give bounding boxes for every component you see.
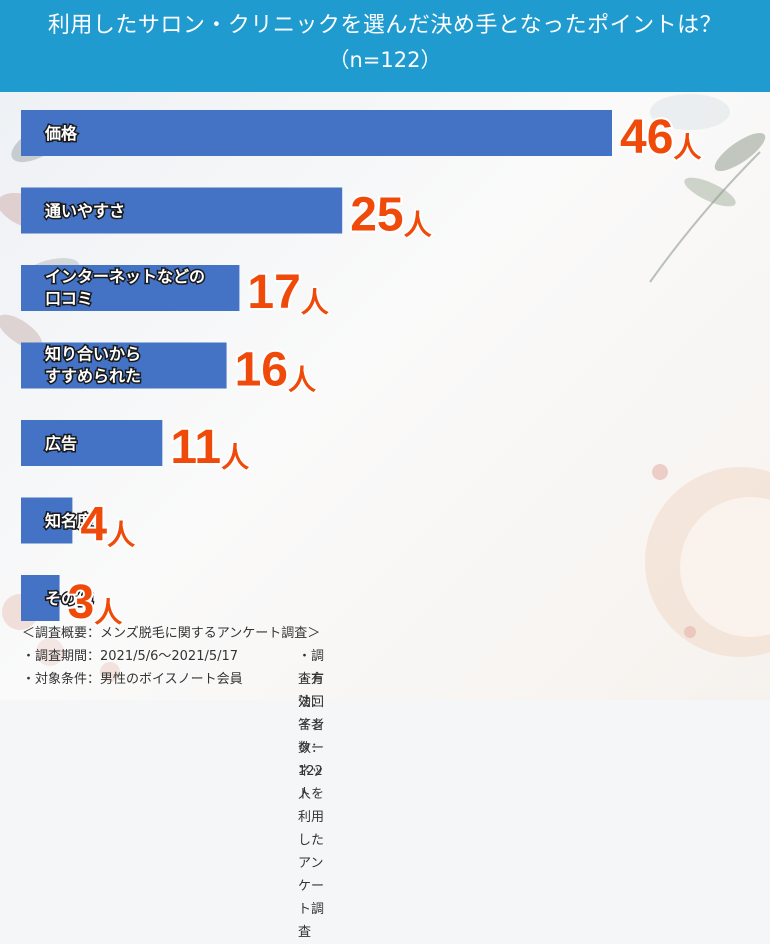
bar	[21, 420, 163, 466]
cream-jar-decoration	[645, 464, 770, 657]
survey-notes: ＜調査概要：メンズ脱毛に関するアンケート調査＞ ・調査期間：2021/5/6〜2…	[22, 622, 324, 940]
leaf-decoration-right	[649, 94, 766, 283]
bar	[21, 497, 73, 544]
bar-category-label: 広告	[45, 434, 77, 453]
bar-category-label: 価格	[44, 124, 78, 143]
bar-value-label: 11人	[170, 421, 249, 474]
bar-category-label: その他	[45, 589, 93, 608]
bar-category-label: インターネットなどの	[45, 267, 205, 286]
bar-value-label: 25人	[350, 189, 431, 242]
bar-category-label: 通いやすさ	[45, 202, 125, 221]
bar	[21, 575, 60, 621]
chart-subtitle: （n=122）	[328, 48, 442, 72]
notes-respondents: ・有効回答者数：122人	[298, 672, 325, 802]
notes-heading: ＜調査概要：メンズ脱毛に関するアンケート調査＞	[22, 626, 321, 641]
bar	[21, 187, 343, 234]
bar-value-label: 4人	[80, 499, 135, 552]
bar	[21, 265, 240, 311]
bar-value-label: 17人	[247, 266, 328, 319]
bar-category-label: 知名度	[45, 512, 94, 531]
bar-value-label: 3人	[68, 576, 123, 629]
bar	[21, 342, 227, 389]
bar	[21, 110, 612, 156]
notes-period: ・調査期間：2021/5/6〜2021/5/17	[22, 649, 239, 664]
bar-value-label: 46人	[620, 111, 701, 164]
bar-category-label: 口コミ	[45, 289, 93, 308]
notes-target: ・対象条件：男性のボイスノート会員	[22, 672, 243, 687]
chart-title: 利用したサロン・クリニックを選んだ決め手となったポイントは？	[47, 13, 723, 38]
chart-header: 利用したサロン・クリニックを選んだ決め手となったポイントは？ （n=122）	[0, 0, 770, 92]
bar-category-label: 知り合いから	[45, 345, 141, 364]
bar-category-label: すすめられた	[45, 367, 141, 386]
bar-value-label: 16人	[235, 344, 316, 397]
